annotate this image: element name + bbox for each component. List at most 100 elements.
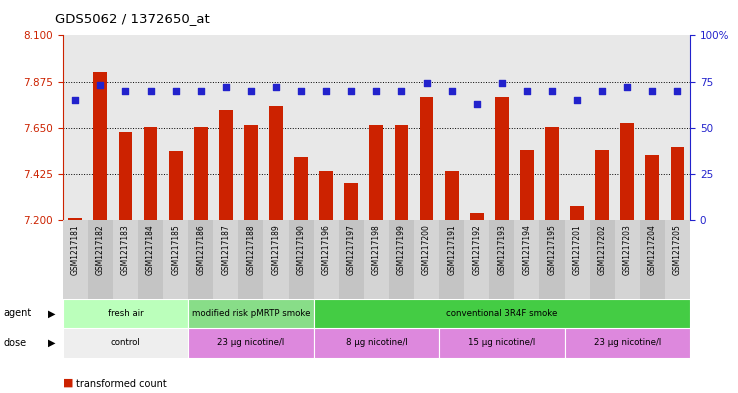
Bar [545, 127, 559, 220]
Bar [320, 171, 333, 220]
Bar [464, 220, 489, 299]
Bar [244, 125, 258, 220]
Bar [439, 220, 464, 299]
Text: conventional 3R4F smoke: conventional 3R4F smoke [446, 309, 557, 318]
Point [546, 88, 558, 94]
Text: transformed count: transformed count [76, 379, 167, 389]
Bar [395, 125, 408, 220]
Bar [345, 183, 358, 220]
Text: GDS5062 / 1372650_at: GDS5062 / 1372650_at [55, 12, 210, 25]
Text: control: control [111, 338, 140, 347]
Bar [621, 123, 634, 220]
Bar [539, 220, 565, 299]
Bar [269, 106, 283, 220]
Bar [188, 220, 213, 299]
Text: GSM1217204: GSM1217204 [648, 224, 657, 275]
Bar [213, 220, 238, 299]
Text: GSM1217194: GSM1217194 [523, 224, 531, 275]
Bar [565, 220, 590, 299]
Bar [188, 328, 314, 358]
Bar [294, 158, 308, 220]
Point [646, 88, 658, 94]
Text: GSM1217196: GSM1217196 [322, 224, 331, 275]
Text: GSM1217190: GSM1217190 [297, 224, 306, 275]
Text: GSM1217199: GSM1217199 [397, 224, 406, 275]
Bar [389, 220, 414, 299]
Text: GSM1217187: GSM1217187 [221, 224, 230, 275]
Bar [289, 220, 314, 299]
Point [145, 88, 156, 94]
Text: GSM1217192: GSM1217192 [472, 224, 481, 275]
Bar [640, 220, 665, 299]
Point [69, 97, 81, 103]
Text: GSM1217189: GSM1217189 [272, 224, 280, 275]
Text: GSM1217183: GSM1217183 [121, 224, 130, 275]
Bar [263, 220, 289, 299]
Bar [370, 125, 383, 220]
Text: GSM1217186: GSM1217186 [196, 224, 205, 275]
Bar [169, 151, 182, 220]
Text: ■: ■ [63, 377, 73, 387]
Text: GSM1217203: GSM1217203 [623, 224, 632, 275]
Point [571, 97, 583, 103]
Bar [314, 299, 690, 328]
Point [94, 82, 106, 88]
Point [596, 88, 608, 94]
Bar [420, 97, 433, 220]
Text: GSM1217185: GSM1217185 [171, 224, 180, 275]
Point [170, 88, 182, 94]
Text: modified risk pMRTP smoke: modified risk pMRTP smoke [192, 309, 310, 318]
Text: agent: agent [4, 309, 32, 318]
Bar [238, 220, 263, 299]
Point [471, 101, 483, 107]
Text: GSM1217188: GSM1217188 [246, 224, 255, 275]
Point [120, 88, 131, 94]
Bar [570, 206, 584, 220]
Point [370, 88, 382, 94]
Text: 8 µg nicotine/l: 8 µg nicotine/l [345, 338, 407, 347]
Bar [615, 220, 640, 299]
Point [672, 88, 683, 94]
Point [195, 88, 207, 94]
Bar [646, 155, 659, 220]
Bar [489, 220, 514, 299]
Text: GSM1217198: GSM1217198 [372, 224, 381, 275]
Text: GSM1217191: GSM1217191 [447, 224, 456, 275]
Text: ▶: ▶ [48, 309, 55, 318]
Bar [113, 220, 138, 299]
Point [345, 88, 357, 94]
Point [446, 88, 458, 94]
Bar [364, 220, 389, 299]
Point [396, 88, 407, 94]
Text: GSM1217193: GSM1217193 [497, 224, 506, 275]
Bar [514, 220, 539, 299]
Bar [163, 220, 188, 299]
Text: GSM1217182: GSM1217182 [96, 224, 105, 275]
Point [521, 88, 533, 94]
Bar [63, 299, 188, 328]
Text: GSM1217197: GSM1217197 [347, 224, 356, 275]
Bar [88, 220, 113, 299]
Text: fresh air: fresh air [108, 309, 143, 318]
Text: GSM1217195: GSM1217195 [548, 224, 556, 275]
Text: GSM1217201: GSM1217201 [573, 224, 582, 275]
Text: GSM1217200: GSM1217200 [422, 224, 431, 275]
Bar [671, 147, 684, 220]
Bar [596, 150, 609, 220]
Bar [63, 220, 88, 299]
Text: GSM1217202: GSM1217202 [598, 224, 607, 275]
Point [496, 80, 508, 86]
Bar [188, 299, 314, 328]
Point [220, 84, 232, 90]
Text: dose: dose [4, 338, 27, 348]
Text: ▶: ▶ [48, 338, 55, 348]
Bar [665, 220, 690, 299]
Bar [94, 72, 107, 220]
Text: 23 µg nicotine/l: 23 µg nicotine/l [217, 338, 285, 347]
Bar [119, 132, 132, 220]
Bar [495, 97, 508, 220]
Text: GSM1217205: GSM1217205 [673, 224, 682, 275]
Bar [63, 328, 188, 358]
Bar [144, 127, 157, 220]
Text: 23 µg nicotine/l: 23 µg nicotine/l [593, 338, 661, 347]
